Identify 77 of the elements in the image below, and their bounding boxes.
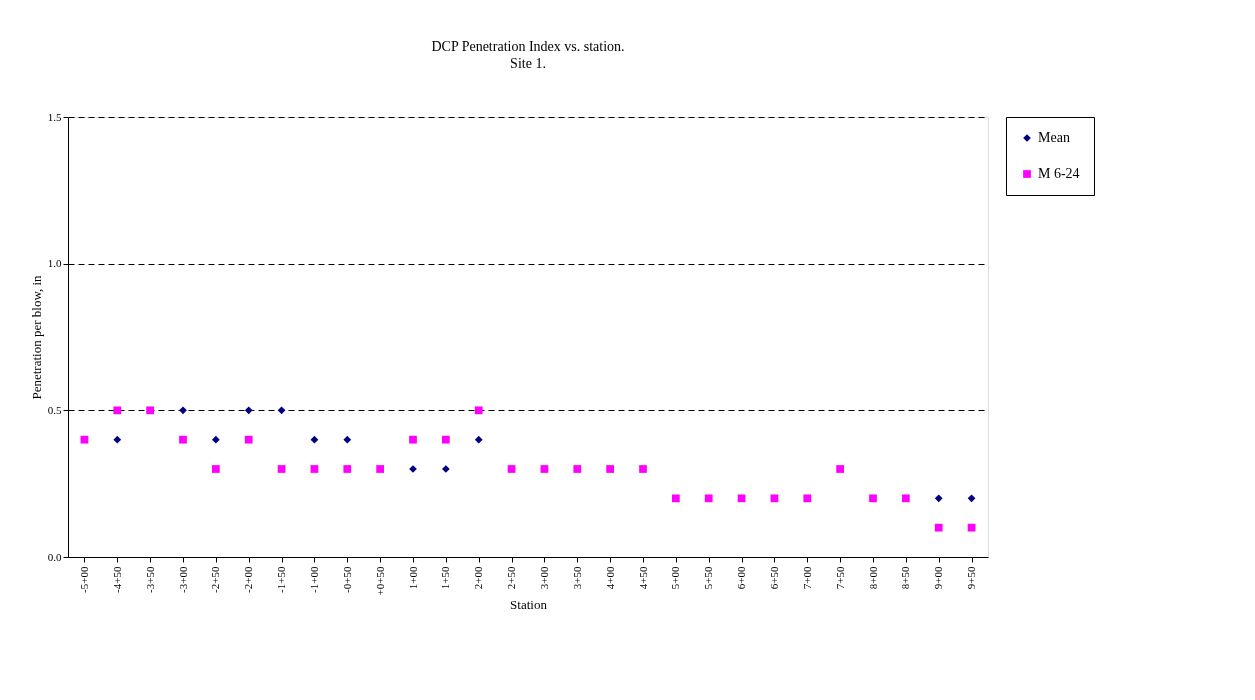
x-tick-label: 6+50: [767, 566, 780, 590]
x-tick-label: -1+50: [275, 566, 288, 593]
point: [704, 494, 713, 503]
y-tick-label: 0.0: [47, 550, 62, 563]
x-tick-label: -1+00: [307, 566, 320, 593]
x-tick-label: -3+50: [143, 566, 156, 593]
x-tick-label: 3+50: [570, 566, 583, 590]
x-tick-label: -0+50: [340, 566, 353, 593]
point: [967, 494, 976, 503]
point: [244, 406, 253, 415]
point: [80, 435, 89, 444]
point: [967, 523, 976, 532]
x-tick-label: 1+50: [439, 566, 452, 590]
point: [869, 494, 877, 503]
x-tick-label: -2+50: [209, 566, 222, 593]
point: [343, 435, 352, 444]
x-tick-label: 8+00: [866, 566, 879, 590]
x-tick-label: 3+00: [537, 566, 550, 590]
point: [606, 465, 615, 473]
point: [409, 435, 417, 444]
x-tick-label: 9+50: [965, 566, 978, 590]
chart-title: DCP Penetration Index vs. station.: [431, 39, 625, 54]
point: [737, 494, 746, 503]
point: [277, 465, 286, 473]
y-axis-title: Penetration per blow, in: [28, 274, 44, 400]
x-tick-label: 7+50: [833, 566, 846, 590]
point: [474, 435, 483, 444]
legend-label: Mean: [1038, 130, 1070, 145]
point: [803, 494, 812, 503]
point: [671, 494, 680, 503]
point: [113, 406, 122, 415]
point: [179, 435, 187, 444]
x-tick-label: 7+00: [800, 566, 813, 590]
x-tick-label: 4+00: [603, 566, 616, 590]
x-tick-label: +0+50: [373, 566, 386, 596]
x-tick-label: 5+50: [702, 566, 715, 590]
point: [310, 435, 319, 444]
x-tick-label: 5+00: [669, 566, 682, 590]
point: [146, 406, 155, 415]
point: [836, 465, 845, 473]
point: [277, 406, 286, 415]
x-tick-label: 9+00: [932, 566, 945, 590]
point: [639, 465, 647, 473]
point: [770, 494, 779, 503]
point: [310, 465, 319, 473]
x-tick-label: 6+00: [735, 566, 748, 590]
point: [934, 494, 943, 503]
x-tick-label: -3+00: [176, 566, 189, 593]
point: [901, 494, 910, 503]
x-tick-label: -5+00: [77, 566, 90, 593]
point: [244, 435, 253, 444]
x-tick-label: 1+00: [406, 566, 419, 590]
x-tick-label: -2+00: [242, 566, 255, 593]
point: [211, 465, 220, 473]
point: [507, 465, 516, 473]
point: [343, 465, 352, 473]
point: [540, 465, 549, 473]
chart-subtitle: Site 1.: [510, 56, 546, 71]
point: [113, 435, 122, 444]
x-tick-label: -4+50: [110, 566, 123, 593]
point: [934, 523, 943, 532]
y-tick-label: 0.5: [47, 403, 62, 416]
point: [211, 435, 220, 444]
point: [474, 406, 483, 415]
legend-label: M 6-24: [1038, 166, 1080, 181]
x-tick-label: 2+00: [472, 566, 485, 590]
x-tick-label: 4+50: [636, 566, 649, 590]
x-axis-title: Station: [510, 597, 548, 613]
point: [179, 406, 187, 415]
y-tick-label: 1.0: [47, 257, 62, 270]
y-tick-label: 1.5: [47, 110, 62, 123]
point: [441, 435, 450, 444]
x-tick-label: 2+50: [505, 566, 518, 590]
point: [573, 465, 582, 473]
x-tick-label: 8+50: [899, 566, 912, 590]
point: [376, 465, 385, 473]
point: [441, 465, 450, 473]
